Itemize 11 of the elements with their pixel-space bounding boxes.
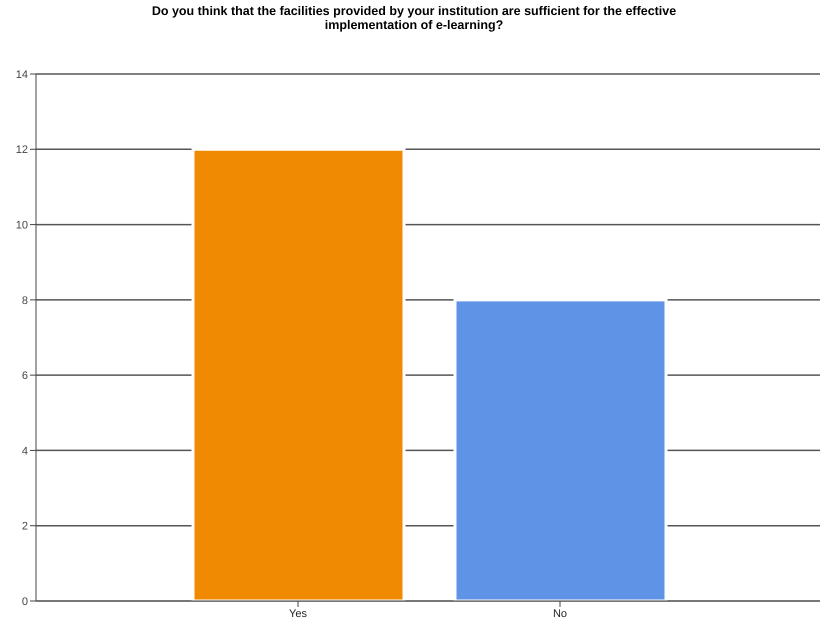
y-tick-label: 14 [16, 68, 28, 81]
y-tick-label: 10 [16, 219, 28, 232]
y-tick-label: 6 [22, 370, 28, 382]
y-tick-label: 4 [22, 445, 28, 458]
chart-title: Do you think that the facilities provided by your institution are sufficient for the effective implementation of e-learning? [150, 4, 678, 34]
y-tick-label: 2 [22, 520, 28, 533]
x-tick-label: No [552, 608, 568, 620]
x-tick-label: Yes [289, 608, 308, 620]
y-tick-label: 8 [22, 294, 28, 307]
y-tick-label: 12 [16, 144, 28, 156]
y-tick-label: 0 [22, 596, 28, 608]
